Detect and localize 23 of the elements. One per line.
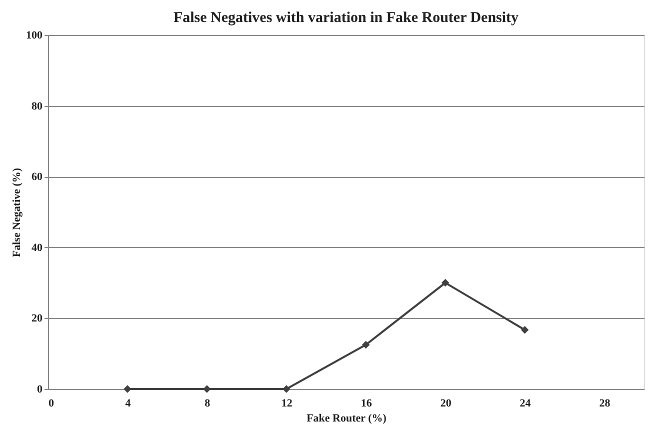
point — [124, 385, 132, 393]
y-tick-label: 0 — [37, 384, 43, 396]
x-tick-label: 8 — [204, 398, 211, 410]
point — [203, 385, 211, 393]
y-tick-label: 80 — [32, 100, 43, 112]
x-tick-label: 16 — [360, 398, 372, 410]
y-axis-title: False Negative (%) — [11, 168, 23, 258]
y-tick-label: 100 — [26, 30, 43, 42]
x-tick-label: 0 — [48, 398, 54, 410]
point — [282, 385, 290, 393]
x-tick-label: 20 — [440, 398, 452, 410]
point — [520, 326, 529, 334]
x-tick-label: 24 — [520, 398, 532, 410]
y-tick-label: 40 — [32, 242, 43, 254]
y-tick-label: 60 — [32, 171, 43, 184]
point — [362, 340, 370, 349]
chart-title: False Negatives with variation in Fake Router Density — [173, 10, 520, 26]
x-axis-title: Fake Router (%) — [306, 412, 387, 424]
y-tick-label: 20 — [32, 312, 43, 325]
x-tick-label: 4 — [125, 398, 132, 410]
x-tick-label: 12 — [281, 398, 293, 410]
point — [441, 278, 450, 287]
x-tick-label: 28 — [599, 398, 611, 410]
